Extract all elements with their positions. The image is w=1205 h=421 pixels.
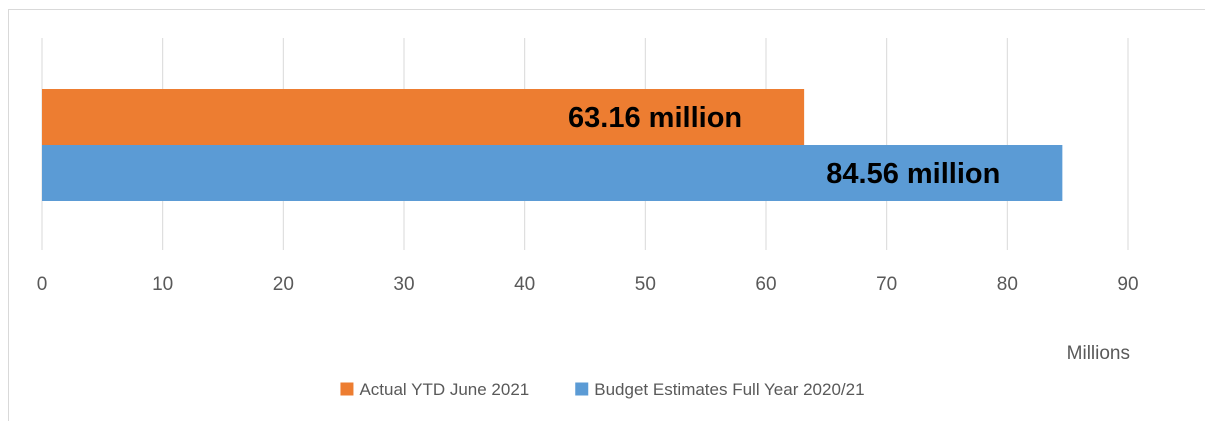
- x-tick-label: 20: [273, 274, 294, 295]
- x-tick-label: 90: [1117, 274, 1138, 295]
- x-tick-label: 50: [635, 274, 656, 295]
- bar-data-label: 63.16 million: [568, 102, 742, 134]
- x-tick-label: 80: [997, 274, 1018, 295]
- data-labels: 63.16 million 84.56 million: [568, 102, 1000, 190]
- bars: [42, 89, 1063, 201]
- chart-border-top: [8, 9, 1205, 10]
- x-tick-label: 0: [37, 274, 48, 295]
- legend: Actual YTD June 2021 Budget Estimates Ful…: [340, 380, 865, 399]
- x-axis-ticks: 0 10 20 30 40 50 60 70 80 90: [37, 274, 1139, 295]
- x-axis-unit-label: Millions: [1067, 343, 1130, 364]
- x-tick-label: 40: [514, 274, 535, 295]
- x-tick-label: 60: [755, 274, 776, 295]
- chart-border-left: [8, 9, 9, 421]
- x-tick-label: 10: [152, 274, 173, 295]
- legend-label: Budget Estimates Full Year 2020/21: [594, 380, 864, 399]
- bar-actual-ytd: [42, 89, 805, 145]
- bar-data-label: 84.56 million: [826, 158, 1000, 190]
- legend-label: Actual YTD June 2021: [359, 380, 529, 399]
- x-tick-label: 70: [876, 274, 897, 295]
- bar-budget-estimates: [42, 145, 1063, 201]
- legend-swatch-budget-estimates: [575, 382, 589, 396]
- legend-swatch-actual-ytd: [340, 382, 354, 396]
- x-tick-label: 30: [393, 274, 414, 295]
